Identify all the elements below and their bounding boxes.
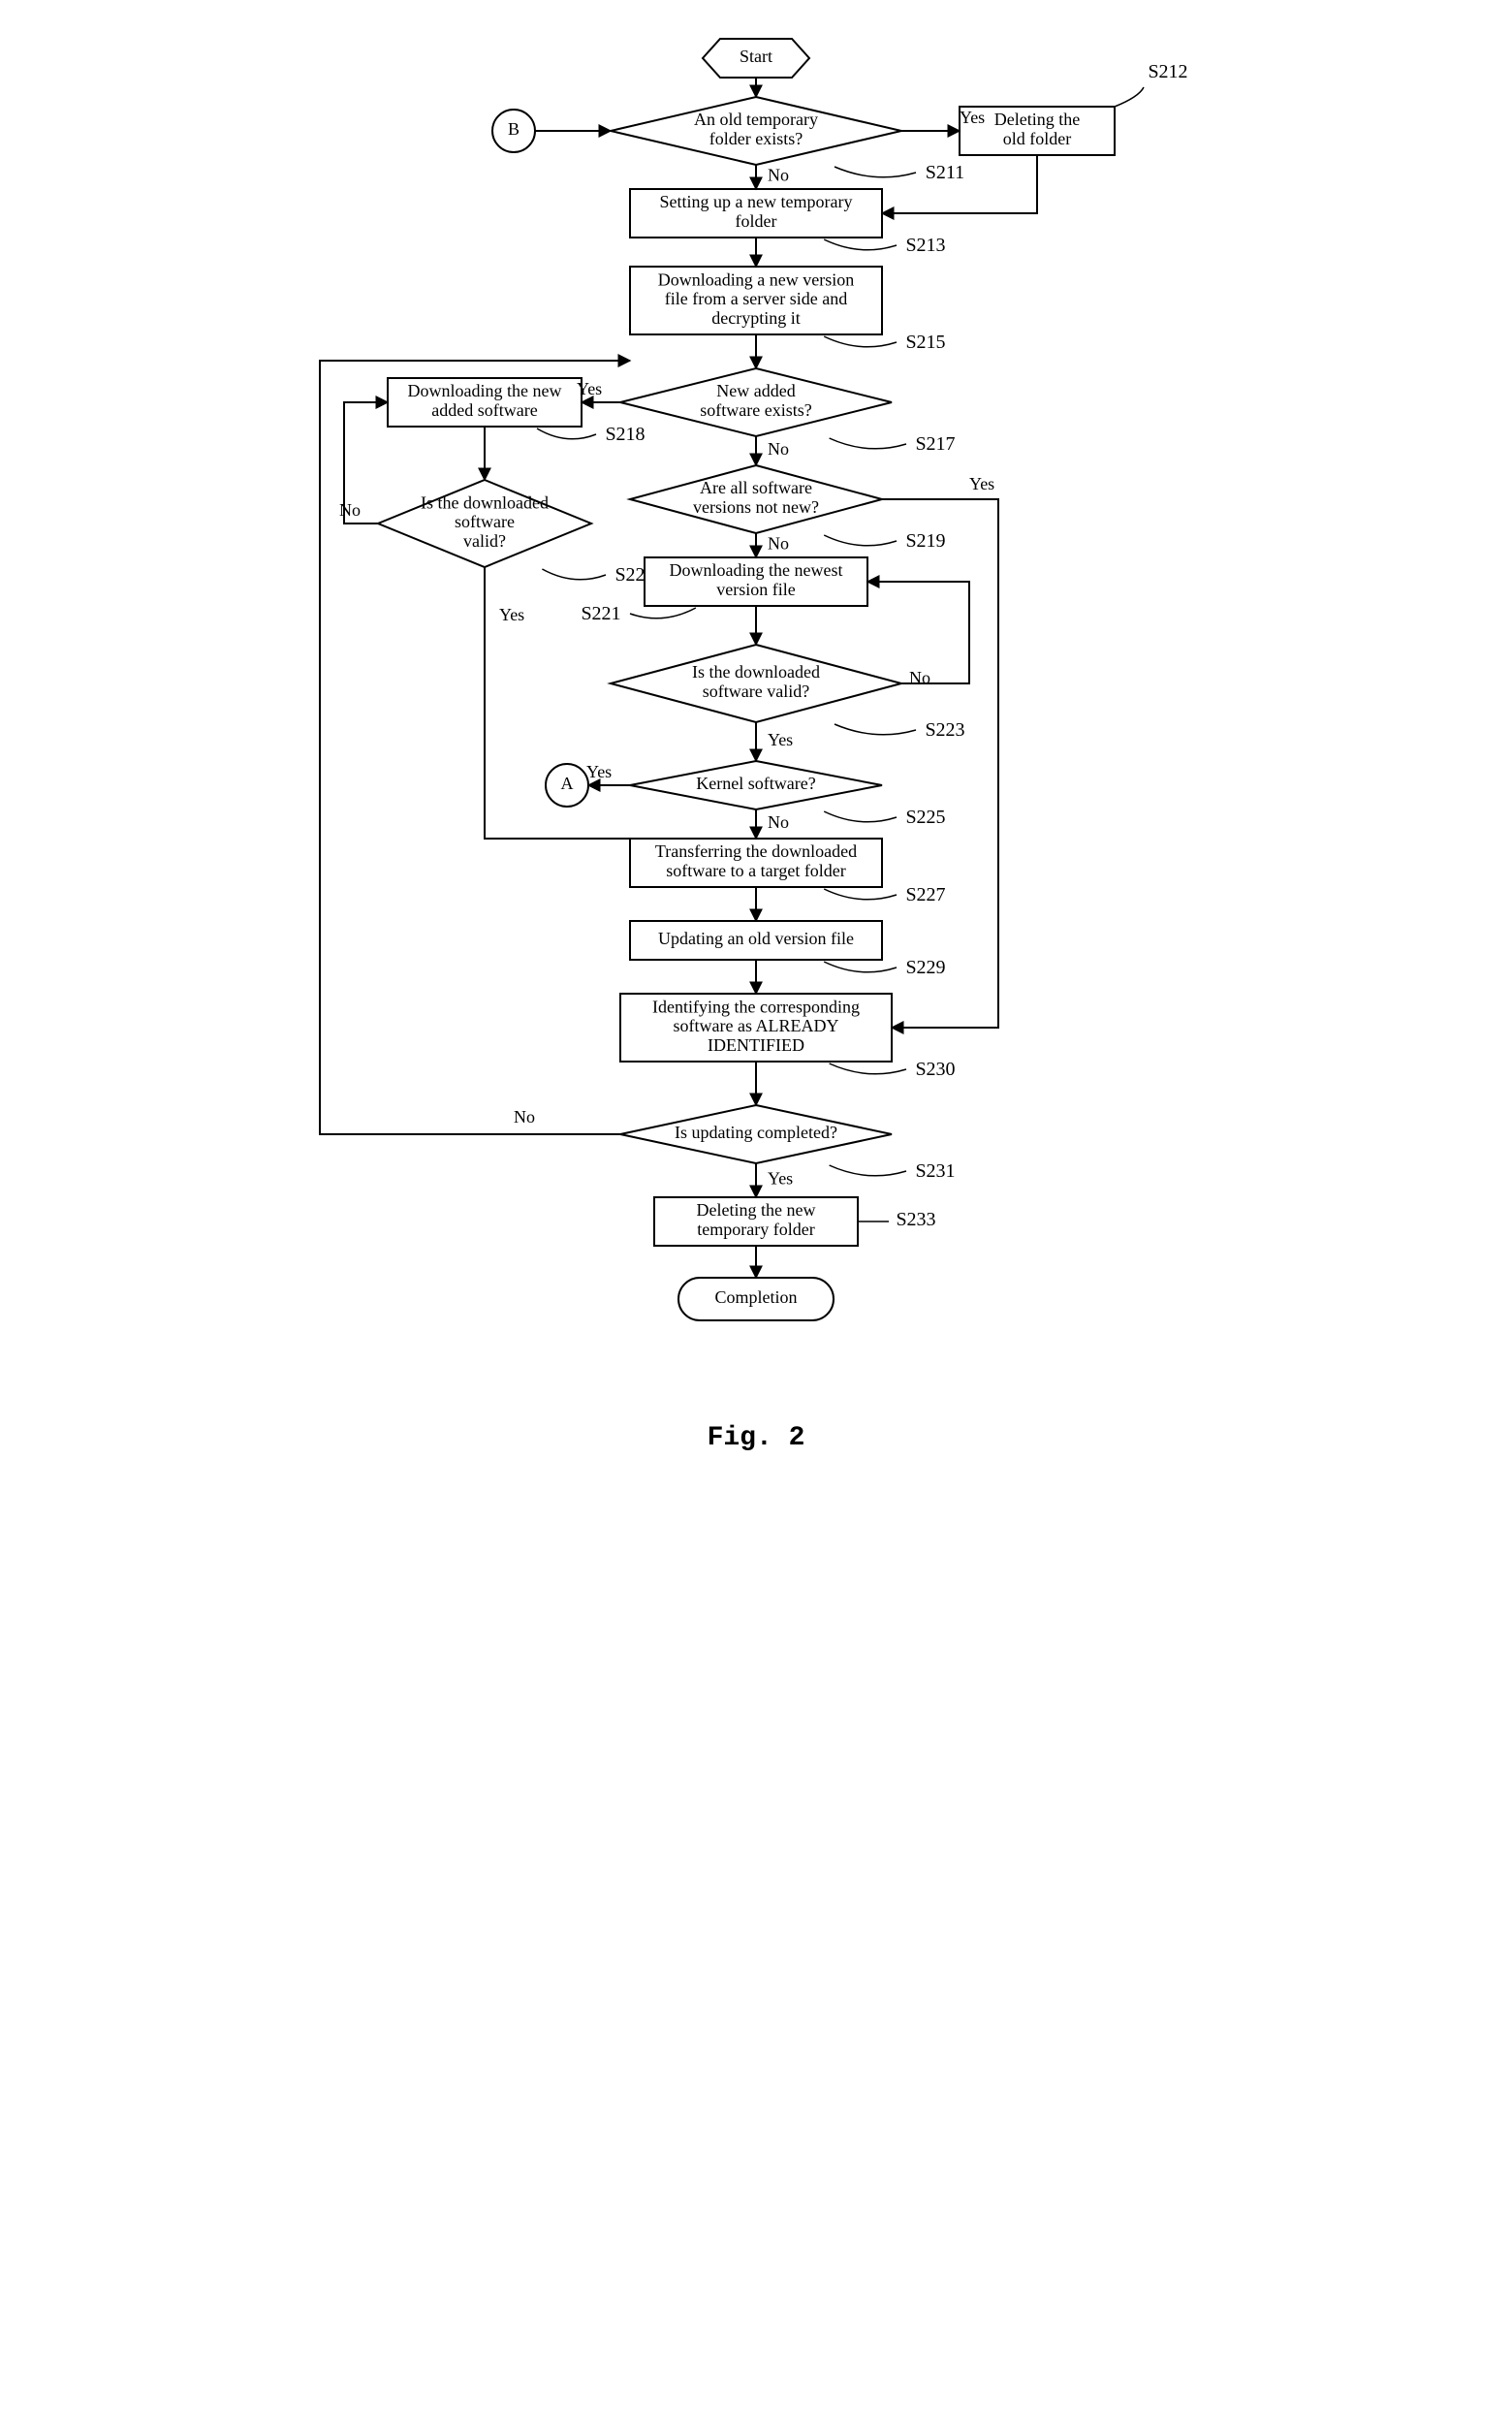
edge-15: No — [867, 582, 969, 687]
edge-12-label: No — [768, 534, 789, 554]
node-s229-text-0: Updating an old version file — [658, 929, 854, 948]
node-a: A — [546, 764, 588, 807]
node-s220: Is the downloadedsoftwarevalid?S220 — [378, 480, 655, 586]
edge-13: Yes — [882, 474, 998, 1028]
node-s218: Downloading the newadded software S218 — [388, 378, 646, 445]
edge-18: No — [756, 809, 789, 839]
step-label-s219: S219 — [905, 530, 945, 552]
node-s220-text-0: Is the downloaded — [421, 492, 549, 512]
node-s225-text-0: Kernel software? — [696, 774, 815, 793]
node-s230-text-2: IDENTIFIED — [708, 1035, 804, 1055]
node-s215: Downloading a new versionfile from a ser… — [630, 267, 946, 353]
node-s215-text-2: decrypting it — [711, 308, 800, 328]
node-s213-text-1: folder — [736, 211, 777, 231]
node-a-text-0: A — [561, 774, 574, 793]
edge-16-label: Yes — [768, 730, 793, 749]
node-s233: Deleting the newtemporary folder S233 — [654, 1197, 936, 1246]
node-s215-text-0: Downloading a new version — [658, 270, 854, 289]
node-s223-text-0: Is the downloaded — [692, 662, 820, 682]
edge-10-label: No — [339, 500, 361, 520]
edge-3-label: No — [768, 166, 789, 185]
step-label-s215: S215 — [905, 332, 945, 353]
node-s233-text-0: Deleting the new — [697, 1200, 816, 1220]
flowchart-diagram: Start An old temporaryfolder exists? S211 B… — [291, 19, 1221, 1474]
edge-7-label: Yes — [577, 379, 602, 398]
edge-12: No — [756, 533, 789, 557]
step-label-s213: S213 — [905, 235, 945, 256]
node-s212-text-1: old folder — [1003, 129, 1071, 148]
edge-17-label: Yes — [586, 762, 612, 781]
node-s218-text-1: added software — [431, 400, 537, 420]
node-s227-text-1: software to a target folder — [666, 861, 846, 880]
node-s227: Transferring the downloadedsoftware to a… — [630, 839, 946, 905]
edge-18-label: No — [768, 812, 789, 832]
node-s227-text-0: Transferring the downloaded — [655, 841, 857, 861]
node-s230-text-0: Identifying the corresponding — [652, 997, 860, 1016]
step-label-s211: S211 — [926, 162, 964, 183]
step-label-s212: S212 — [1148, 61, 1187, 82]
step-label-s225: S225 — [905, 807, 945, 828]
edge-16: Yes — [756, 722, 793, 761]
node-s212: Deleting theold folder S212 — [960, 61, 1188, 155]
step-label-s221: S221 — [581, 603, 620, 624]
node-s221-text-1: version file — [716, 580, 795, 599]
edge-23-label: Yes — [768, 1169, 793, 1189]
node-s212-text-0: Deleting the — [994, 110, 1080, 129]
node-s233-text-1: temporary folder — [697, 1220, 814, 1239]
edge-8-label: No — [768, 439, 789, 459]
step-label-s230: S230 — [915, 1059, 955, 1080]
node-s213: Setting up a new temporaryfolder S213 — [630, 189, 946, 256]
edge-22: No — [320, 361, 630, 1134]
step-label-s229: S229 — [905, 957, 945, 978]
node-s223: Is the downloadedsoftware valid? S223 — [611, 645, 965, 741]
node-b-text-0: B — [508, 119, 520, 139]
node-completion-text-0: Completion — [715, 1287, 798, 1307]
node-b: B — [492, 110, 535, 152]
node-s220-text-2: valid? — [463, 531, 506, 551]
node-s231-text-0: Is updating completed? — [675, 1123, 837, 1142]
step-label-s217: S217 — [915, 433, 955, 455]
node-s230: Identifying the correspondingsoftware as… — [620, 994, 956, 1080]
edge-23: Yes — [756, 1163, 793, 1197]
step-label-s218: S218 — [605, 424, 645, 445]
node-s213-text-0: Setting up a new temporary — [660, 192, 853, 211]
edge-22-label: No — [514, 1107, 535, 1126]
node-s217-text-1: software exists? — [700, 400, 811, 420]
node-s219-text-1: versions not new? — [693, 497, 819, 517]
node-start-text-0: Start — [740, 47, 772, 66]
node-completion: Completion — [678, 1278, 834, 1320]
step-label-s227: S227 — [905, 884, 945, 905]
node-s219-text-0: Are all software — [700, 478, 812, 497]
step-label-s231: S231 — [915, 1160, 955, 1182]
figure-caption: Fig. 2 — [708, 1423, 805, 1453]
edge-3: No — [756, 165, 789, 189]
node-s217-text-0: New added — [716, 381, 795, 400]
edge-10: No — [339, 402, 388, 523]
edge-7: Yes — [577, 379, 620, 402]
edge-8: No — [756, 436, 789, 465]
edge-17: Yes — [586, 762, 630, 785]
node-s211-text-0: An old temporary — [694, 110, 818, 129]
node-s218-text-0: Downloading the new — [408, 381, 562, 400]
node-s223-text-1: software valid? — [703, 682, 809, 701]
node-s215-text-1: file from a server side and — [665, 289, 847, 308]
node-s229: Updating an old version file S229 — [630, 921, 946, 978]
edge-15-label: No — [909, 668, 930, 687]
node-s230-text-1: software as ALREADY — [674, 1016, 839, 1035]
node-start: Start — [703, 39, 809, 78]
edge-13-label: Yes — [969, 474, 994, 493]
node-s220-text-1: software — [455, 512, 515, 531]
edge-11-label: Yes — [499, 605, 524, 624]
edge-2-label: Yes — [960, 108, 985, 127]
node-s221-text-0: Downloading the newest — [670, 560, 843, 580]
step-label-s233: S233 — [896, 1209, 935, 1230]
node-s211-text-1: folder exists? — [709, 129, 803, 148]
step-label-s223: S223 — [925, 719, 964, 741]
